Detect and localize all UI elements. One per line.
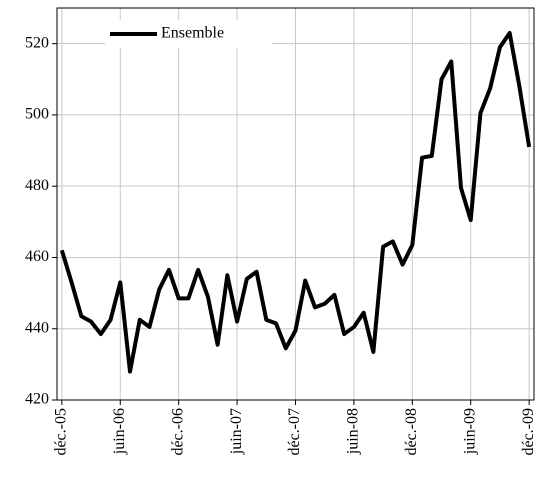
x-tick-label: déc.-05 xyxy=(53,408,70,456)
x-tick-label: déc.-07 xyxy=(286,408,303,456)
y-tick-label: 440 xyxy=(25,319,49,336)
y-tick-label: 520 xyxy=(25,34,49,51)
x-tick-label: juin-09 xyxy=(461,408,478,455)
legend-label: Ensemble xyxy=(161,25,224,42)
data-line xyxy=(59,30,532,374)
x-tick-label: juin-08 xyxy=(345,408,362,455)
y-tick-label: 480 xyxy=(25,177,49,194)
legend: Ensemble xyxy=(105,20,272,48)
y-tick-label: 420 xyxy=(25,391,49,408)
y-tick-label: 500 xyxy=(25,106,49,123)
y-tick-label: 460 xyxy=(25,248,49,265)
x-tick-label: juin-07 xyxy=(228,408,245,455)
x-tick-label: déc.-06 xyxy=(169,408,186,456)
x-tick-label: juin-06 xyxy=(111,408,128,455)
x-tick-label: déc.-09 xyxy=(520,408,537,456)
x-tick-label: déc.-08 xyxy=(403,408,420,456)
plot-border xyxy=(56,7,535,401)
